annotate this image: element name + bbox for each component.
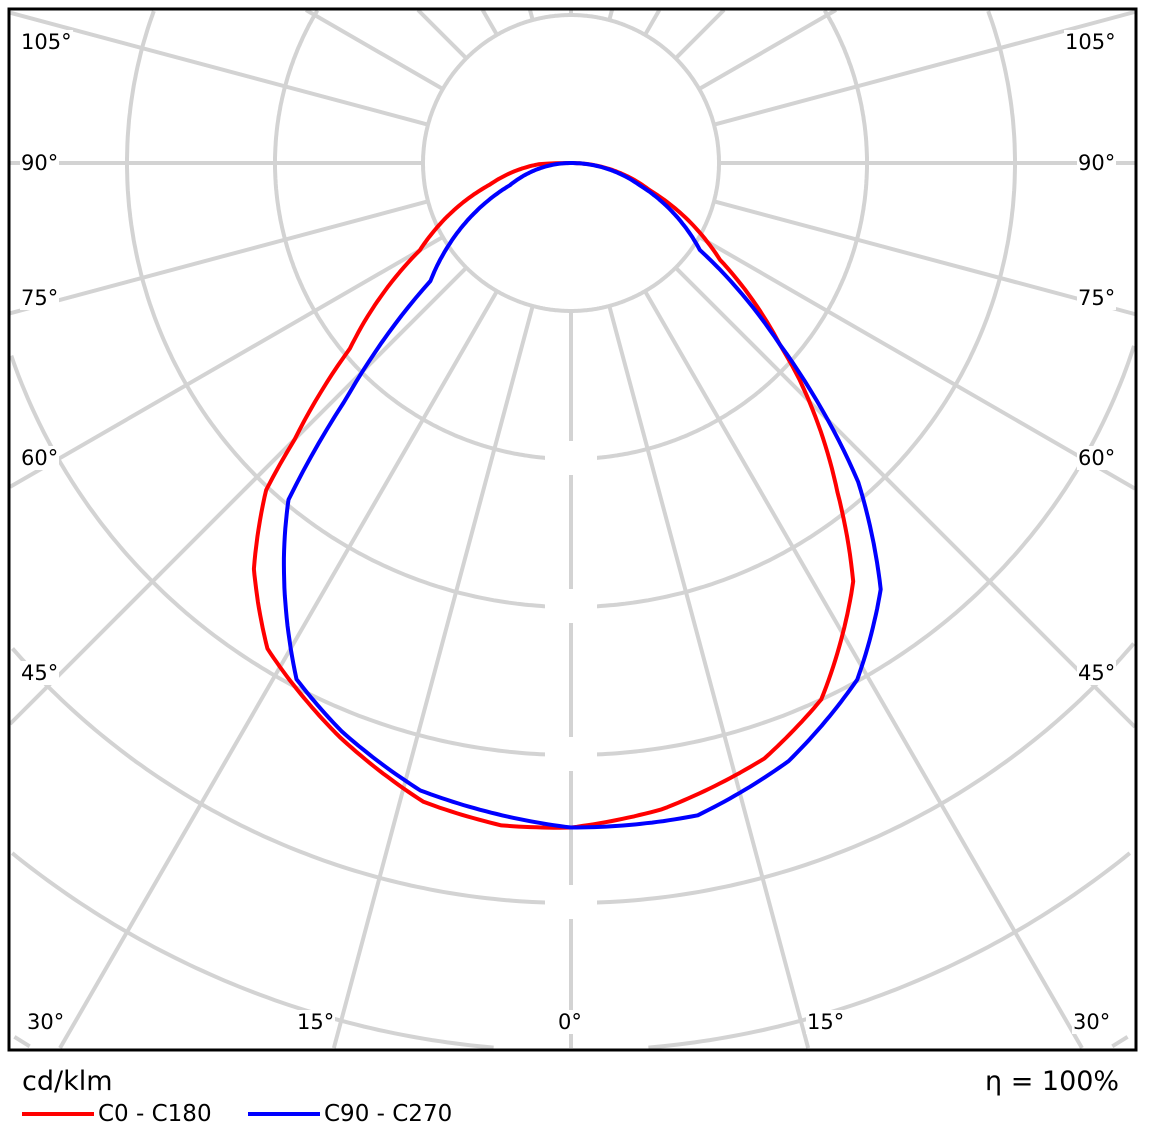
grid-ring xyxy=(571,10,1017,609)
polar-grid xyxy=(8,8,1137,1050)
efficiency-label: η = 100% xyxy=(985,1066,1120,1097)
radial-tick-label-box xyxy=(545,589,597,623)
angle-label-right-90: 90° xyxy=(1077,151,1117,175)
legend-label: C0 - C180 xyxy=(98,1101,212,1127)
grid-spoke xyxy=(643,8,662,36)
grid-spoke xyxy=(713,9,1136,127)
grid-ring xyxy=(571,642,1136,905)
legend-swatch-red xyxy=(22,1112,94,1116)
grid-spoke xyxy=(674,266,1137,729)
radial-tick-label-box xyxy=(545,441,597,475)
grid-spoke xyxy=(8,266,468,726)
angle-label-left-30: 30° xyxy=(26,1010,66,1034)
legend-item-c0-c180: C0 - C180 xyxy=(22,1100,212,1128)
angle-label-left-45: 45° xyxy=(20,661,60,685)
grid-ring xyxy=(273,9,571,461)
grid-spoke xyxy=(416,8,468,60)
grid-spoke xyxy=(528,9,535,21)
legend-label: C90 - C270 xyxy=(324,1101,453,1127)
grid-spoke xyxy=(9,235,444,489)
unit-label: cd/klm xyxy=(22,1066,113,1097)
grid-spoke xyxy=(698,8,838,91)
grid-spoke xyxy=(58,290,499,1049)
grid-spoke xyxy=(480,8,499,36)
angle-label-left-60: 60° xyxy=(20,446,60,470)
curves xyxy=(251,161,883,830)
grid-ring xyxy=(10,851,494,1050)
grid-spoke xyxy=(9,199,429,316)
angle-label-right-60: 60° xyxy=(1077,446,1117,470)
angle-label-left-75: 75° xyxy=(20,286,60,310)
series-curve-c90-c270 xyxy=(281,161,883,830)
radial-tick-label-box xyxy=(545,885,597,919)
grid-ring xyxy=(571,9,869,461)
angle-label-right-30: 30° xyxy=(1072,1010,1112,1034)
grid-ring xyxy=(648,851,1132,1050)
grid-ring xyxy=(9,355,571,757)
grid-spoke xyxy=(607,305,811,1049)
angle-label-left-105: 105° xyxy=(20,30,73,54)
grid-spoke xyxy=(304,8,444,91)
grid-spoke xyxy=(9,10,429,127)
grid-spoke xyxy=(643,290,1084,1049)
grid-ring xyxy=(13,1035,31,1049)
grid-spoke xyxy=(607,9,614,21)
grid-spoke xyxy=(331,305,535,1049)
grid-ring xyxy=(1111,1035,1129,1049)
plot-frame xyxy=(7,7,1138,1052)
angle-label-bottom-0: 0° xyxy=(557,1010,583,1034)
radial-tick-label-box xyxy=(545,737,597,771)
angle-label-right-45: 45° xyxy=(1077,661,1117,685)
angle-label-left-90: 90° xyxy=(20,151,60,175)
grid-ring xyxy=(11,647,571,905)
legend-item-c90-c270: C90 - C270 xyxy=(248,1100,452,1128)
grid-ring xyxy=(571,345,1136,757)
grid-ring xyxy=(125,10,571,609)
angle-label-bottom-15-left: 15° xyxy=(296,1010,336,1034)
grid-spoke xyxy=(698,235,1136,491)
grid-spoke xyxy=(674,8,726,60)
legend-swatch-blue xyxy=(248,1112,320,1116)
grid-spoke xyxy=(713,199,1136,317)
angle-label-bottom-15-right: 15° xyxy=(806,1010,846,1034)
angle-label-right-75: 75° xyxy=(1077,286,1117,310)
angle-label-right-105: 105° xyxy=(1064,30,1117,54)
